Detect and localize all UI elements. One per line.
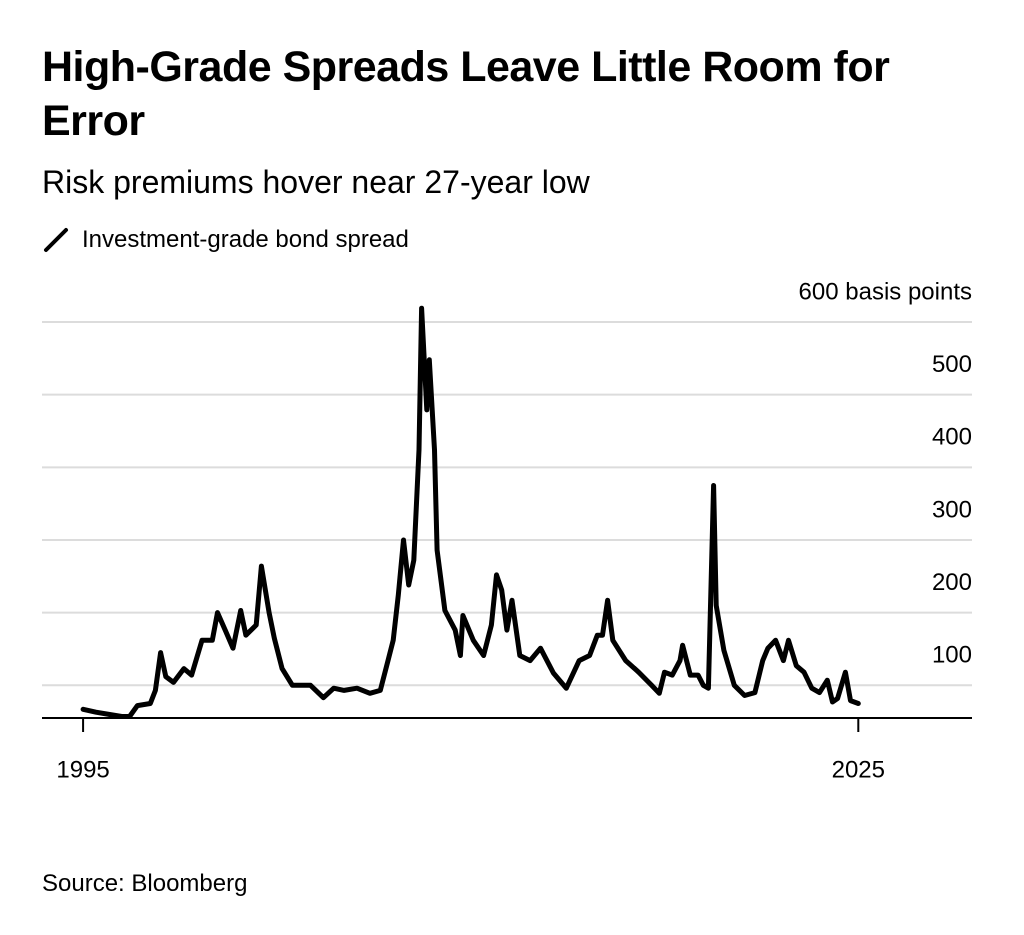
chart-subtitle: Risk premiums hover near 27-year low bbox=[42, 164, 590, 200]
y-tick-label: 300 bbox=[932, 496, 972, 523]
x-tick-label: 1995 bbox=[56, 756, 109, 783]
y-tick-label: 600 basis points bbox=[799, 278, 972, 305]
line-series bbox=[80, 305, 861, 719]
y-tick-label: 400 bbox=[932, 424, 972, 451]
y-tick-label: 100 bbox=[932, 642, 972, 669]
x-tick-label: 2025 bbox=[832, 756, 885, 783]
y-tick-label: 500 bbox=[932, 351, 972, 378]
chart-title: High-Grade Spreads Leave Little Room for… bbox=[42, 43, 890, 145]
legend: Investment-grade bond spread bbox=[42, 224, 409, 256]
y-tick-label: 200 bbox=[932, 569, 972, 596]
legend-label: Investment-grade bond spread bbox=[82, 226, 409, 253]
source-note: Source: Bloomberg bbox=[42, 870, 248, 897]
legend-swatch bbox=[44, 228, 68, 252]
